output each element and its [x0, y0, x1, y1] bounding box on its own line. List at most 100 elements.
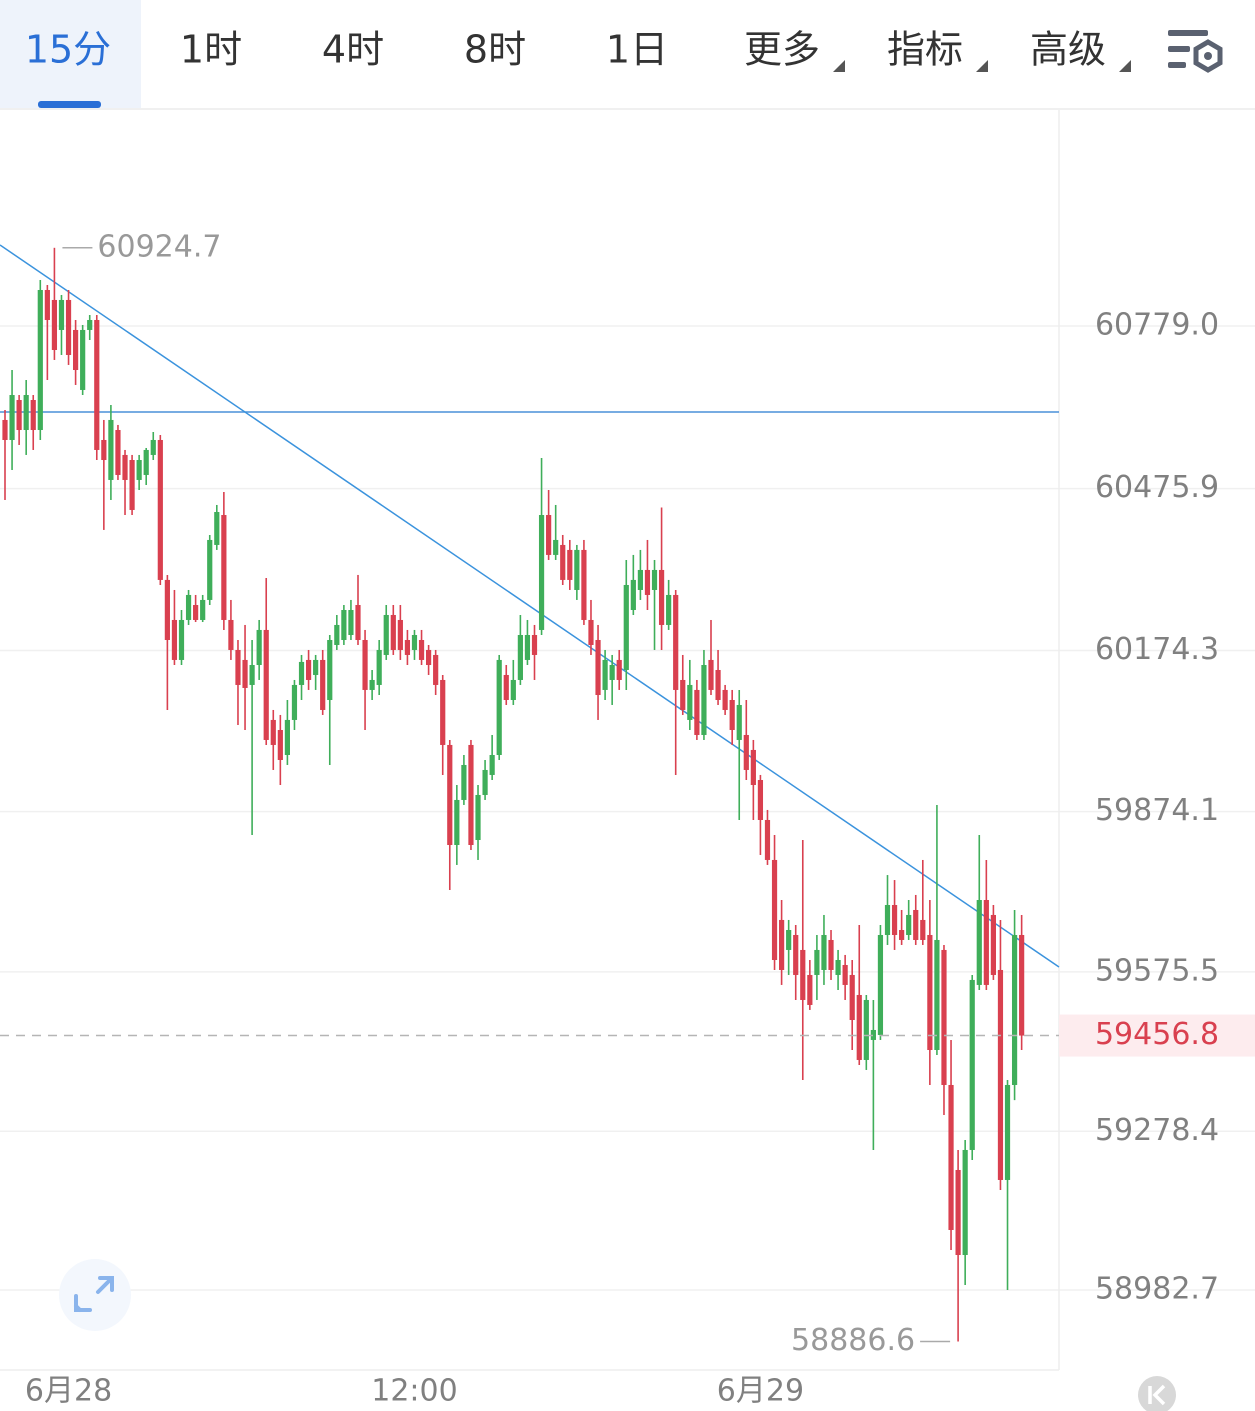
candle-body [115, 430, 121, 475]
last-price-bg [1059, 1014, 1255, 1057]
candle-body [581, 549, 587, 620]
candle-body [397, 619, 403, 650]
candle-body [122, 454, 128, 480]
candle-body [807, 974, 813, 1005]
candle-body [355, 605, 361, 640]
candle-body [976, 900, 982, 985]
candle-body [2, 419, 8, 440]
candle-body [560, 544, 566, 580]
dropdown-tab[interactable]: 指标 [887, 28, 963, 72]
candle-body [411, 635, 418, 650]
candle-body [793, 934, 799, 975]
last-price-label: 59456.8 [1095, 1017, 1219, 1052]
candle-body [990, 914, 996, 975]
candle-body [185, 594, 192, 620]
candle-body [884, 904, 891, 935]
candle-body [475, 794, 481, 841]
candle-body [863, 999, 869, 1060]
candle-body [517, 635, 523, 680]
active-tab-bg [0, 0, 141, 108]
candle-body [708, 659, 714, 690]
candle-body [461, 764, 467, 800]
tab[interactable]: 4时 [322, 28, 384, 72]
tab[interactable]: 1时 [180, 28, 242, 72]
candle-body [87, 319, 93, 330]
candle-body [221, 515, 227, 620]
candle-body [433, 654, 439, 685]
y-tick-label: 60779.0 [1095, 308, 1219, 343]
candle-body [941, 949, 947, 1085]
candle-body [291, 684, 298, 720]
candle-body [609, 665, 615, 680]
settings-icon[interactable] [1168, 30, 1223, 73]
overlay: 60779.0 60475.9 60174.3 59874.1 59575.5 59278… [0, 229, 1255, 1409]
candle-body [193, 605, 199, 620]
candle-body [256, 629, 262, 666]
candle-body [722, 689, 728, 710]
candle-body [764, 819, 771, 860]
x-tick-label: 6月29 [717, 1374, 804, 1409]
candle-body [496, 659, 502, 755]
candle-body [369, 679, 375, 690]
candle-body [743, 734, 749, 770]
candle-body [37, 289, 43, 431]
candle-body [779, 919, 785, 970]
candle-body [164, 579, 170, 640]
y-tick-label: 60174.3 [1095, 632, 1219, 667]
candle-body [348, 609, 354, 636]
candle-body [383, 614, 389, 655]
candle-body [263, 629, 269, 740]
candle-body [800, 949, 806, 1000]
candle-body [687, 684, 693, 720]
candle-body [821, 934, 827, 970]
candle-body [814, 949, 820, 975]
candle-body [94, 319, 100, 450]
candle-body [503, 674, 509, 700]
dropdown-tab[interactable]: 高级 [1030, 28, 1106, 72]
tab[interactable]: 8时 [464, 28, 526, 72]
candle-body [249, 665, 255, 685]
candle-body [595, 639, 601, 696]
tab[interactable]: 1日 [606, 28, 668, 72]
candle-body [298, 661, 305, 685]
candle-body [757, 780, 764, 820]
candle-body [468, 744, 474, 845]
y-tick-label: 59575.5 [1095, 953, 1219, 988]
candle-body [969, 979, 975, 1150]
candle-body [736, 704, 742, 740]
candle-body [1004, 1084, 1011, 1180]
candle-body [680, 679, 686, 710]
candle-body [277, 729, 283, 760]
drawn-trend-line[interactable] [0, 244, 1060, 968]
dropdown-arrow [976, 60, 988, 72]
candle-body [454, 799, 460, 845]
candle-body [157, 439, 163, 580]
candle-body [574, 549, 580, 590]
candle-body [849, 974, 855, 1020]
candle-body [870, 1029, 876, 1040]
candle-body [426, 649, 432, 666]
candle-body [305, 659, 312, 680]
fullscreen-button[interactable] [59, 1259, 131, 1331]
candle-body [828, 939, 834, 970]
candle-body [546, 515, 552, 555]
candle-body [136, 460, 142, 480]
y-tick-label: 59278.4 [1095, 1113, 1219, 1148]
active-tab-indicator [38, 101, 101, 108]
candle-body [171, 619, 178, 660]
candle-body [729, 699, 735, 730]
candle-body [637, 569, 643, 590]
candle-body [531, 635, 538, 655]
candle-body [899, 930, 905, 940]
candle-body [651, 569, 658, 590]
scroll-latest-button[interactable] [1138, 1376, 1176, 1411]
candle-body [715, 669, 721, 700]
candle-body [524, 635, 531, 660]
candle-body [404, 639, 411, 655]
candle-body [644, 569, 651, 595]
candle-body [51, 299, 58, 350]
dropdown-tab[interactable]: 更多 [744, 28, 820, 72]
candle-body [178, 619, 185, 660]
tab[interactable]: 15分 [25, 28, 111, 72]
